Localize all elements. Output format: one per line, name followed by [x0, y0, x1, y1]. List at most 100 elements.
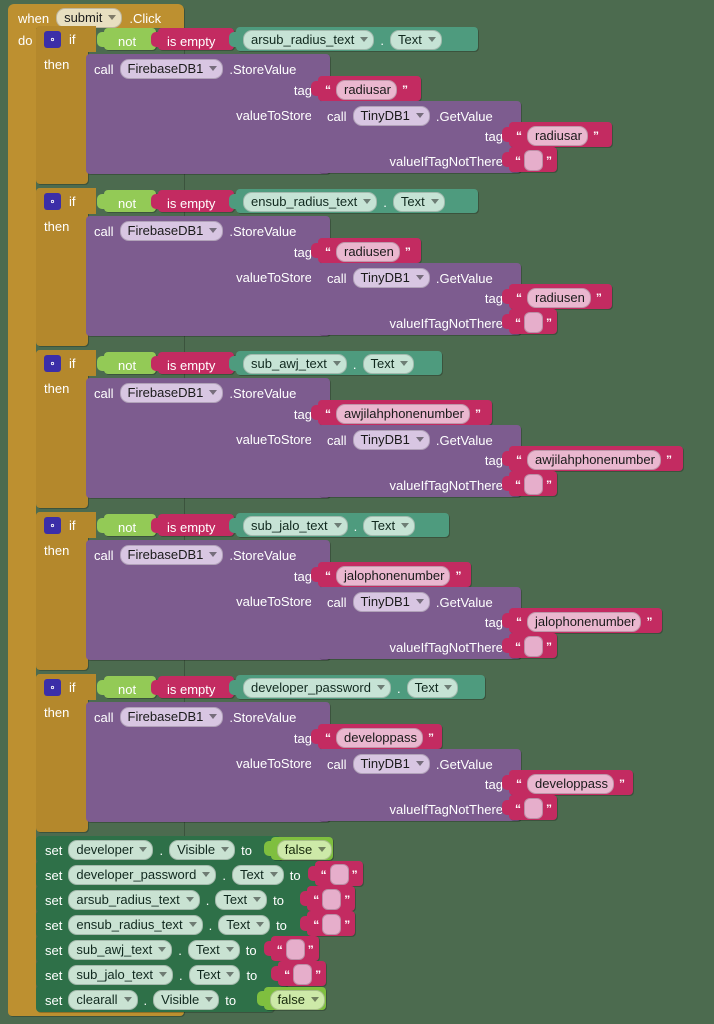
component-dropdown-1[interactable]: arsub_radius_text — [243, 30, 375, 50]
control-block-if-3[interactable] — [36, 350, 88, 508]
property-dropdown-1[interactable]: Text — [389, 30, 442, 50]
is-empty-block-3[interactable] — [151, 352, 234, 374]
gear-icon[interactable] — [44, 31, 61, 48]
value-if-tag-not-there-label-2: valueIfTagNotThere — [389, 316, 503, 331]
setter-empty-string-5[interactable] — [293, 964, 313, 985]
gear-icon[interactable] — [44, 517, 61, 534]
setter-empty-string-3[interactable] — [322, 914, 342, 935]
gear-icon[interactable] — [44, 355, 61, 372]
is-empty-block-1[interactable] — [151, 28, 234, 50]
control-block-if-4[interactable] — [36, 512, 88, 670]
setter-component-dropdown-6[interactable]: clearall — [68, 990, 138, 1010]
get-tag-value-1[interactable]: radiusar — [527, 126, 588, 146]
component-dropdown-3[interactable]: sub_awj_text — [243, 354, 347, 374]
property-dropdown-4[interactable]: Text — [363, 516, 416, 536]
tinydb-component-dropdown-1[interactable]: TinyDB1 — [352, 106, 430, 126]
store-tag-value-3[interactable]: awjilahphonenumber — [336, 404, 470, 424]
tinydb-component-dropdown-5[interactable]: TinyDB1 — [352, 754, 430, 774]
tinydb-component-dropdown-4[interactable]: TinyDB1 — [352, 592, 430, 612]
not-block-2[interactable] — [97, 190, 156, 212]
setter-component-dropdown-5[interactable]: sub_jalo_text — [68, 965, 173, 985]
setter-component-dropdown-1[interactable]: developer_password — [68, 865, 217, 885]
setter-empty-string-2[interactable] — [322, 889, 342, 910]
empty-string-value-1[interactable] — [524, 150, 543, 171]
chevron-down-icon — [310, 997, 319, 1002]
not-text-1: not — [118, 33, 136, 51]
is-empty-block-2[interactable] — [151, 190, 234, 212]
component-dropdown-2[interactable]: ensub_radius_text — [243, 192, 378, 212]
empty-string-value-2[interactable] — [524, 312, 543, 333]
store-tag-value-4[interactable]: jalophonenumber — [336, 566, 451, 586]
setter-text-row-4: “” — [277, 939, 314, 960]
firebase-component-dropdown-1[interactable]: FirebaseDB1 — [119, 59, 224, 79]
not-block-1[interactable] — [97, 28, 156, 50]
store-tag-value-2[interactable]: radiusen — [336, 242, 400, 262]
not-block-4[interactable] — [97, 514, 156, 536]
store-tag-value-5[interactable]: developpass — [336, 728, 423, 748]
get-tag-value-3[interactable]: awjilahphonenumber — [527, 450, 661, 470]
setter-property-dropdown-4[interactable]: Text — [187, 940, 240, 960]
firebase-component-dropdown-3[interactable]: FirebaseDB1 — [119, 383, 224, 403]
component-dropdown-5[interactable]: developer_password — [243, 678, 391, 698]
component-dropdown-4[interactable]: sub_jalo_text — [243, 516, 348, 536]
if-header-row-4: if — [44, 517, 76, 534]
firebase-component-dropdown-1-label: FirebaseDB1 — [127, 61, 204, 76]
gear-icon[interactable] — [44, 679, 61, 696]
chevron-down-icon — [415, 437, 424, 442]
firebase-component-dropdown-2[interactable]: FirebaseDB1 — [119, 221, 224, 241]
empty-string-value-5[interactable] — [524, 798, 543, 819]
firebase-component-dropdown-5[interactable]: FirebaseDB1 — [119, 707, 224, 727]
get-tag-value-4[interactable]: jalophonenumber — [527, 612, 642, 632]
control-block-if-2[interactable] — [36, 188, 88, 346]
setter-property-dropdown-3[interactable]: Text — [218, 915, 271, 935]
is-empty-block-5[interactable] — [151, 676, 234, 698]
property-dropdown-3[interactable]: Text — [362, 354, 415, 374]
tinydb-tag-label-wrap-2: tag — [318, 290, 503, 308]
block-plug — [300, 891, 309, 906]
open-quote-3: “ — [325, 407, 331, 421]
setter-component-dropdown-2[interactable]: arsub_radius_text — [68, 890, 200, 910]
firebase-component-dropdown-4[interactable]: FirebaseDB1 — [119, 545, 224, 565]
setter-property-dropdown-2[interactable]: Text — [215, 890, 268, 910]
setter-component-dropdown-1-label: developer_password — [76, 867, 197, 882]
block-plug — [502, 314, 510, 329]
firebase-tag-label-wrap-4: tag — [86, 568, 312, 586]
property-dropdown-5[interactable]: Text — [406, 678, 459, 698]
setter-row-5: set sub_jalo_text. Text to — [45, 965, 257, 985]
block-plug — [502, 800, 510, 815]
component-dropdown-3-label: sub_awj_text — [251, 356, 327, 371]
setter-dot-1: . — [222, 867, 226, 883]
empty-string-value-4[interactable] — [524, 636, 543, 657]
setter-dot-5: . — [178, 967, 183, 983]
not-block-5[interactable] — [97, 676, 156, 698]
tinydb-component-dropdown-3[interactable]: TinyDB1 — [352, 430, 430, 450]
property-dropdown-2[interactable]: Text — [392, 192, 445, 212]
not-block-3[interactable] — [97, 352, 156, 374]
setter-property-dropdown-4-label: Text — [195, 942, 220, 957]
logic-value-dropdown-0[interactable]: false — [276, 840, 333, 860]
call-tinydb-getvalue-block-5[interactable] — [311, 749, 521, 821]
empty-string-value-3[interactable] — [524, 474, 543, 495]
setter-property-dropdown-5[interactable]: Text — [188, 965, 241, 985]
control-block-if-5[interactable] — [36, 674, 88, 832]
setter-property-dropdown-0[interactable]: Visible — [169, 840, 236, 860]
setter-property-dropdown-3-label: Text — [226, 917, 251, 932]
get-tag-value-2[interactable]: radiusen — [527, 288, 591, 308]
setter-property-dropdown-1[interactable]: Text — [231, 865, 284, 885]
get-tag-value-5[interactable]: developpass — [527, 774, 614, 794]
setter-component-dropdown-4[interactable]: sub_awj_text — [68, 940, 173, 960]
setter-empty-string-1[interactable] — [329, 864, 349, 885]
setter-empty-string-4[interactable] — [285, 939, 305, 960]
event-component-dropdown[interactable]: submit — [56, 8, 123, 28]
setter-property-dropdown-6[interactable]: Visible — [153, 990, 220, 1010]
control-block-if-1[interactable] — [36, 26, 88, 184]
setter-component-dropdown-0[interactable]: developer — [68, 840, 154, 860]
logic-value-dropdown-6[interactable]: false — [269, 990, 325, 1010]
tinydb-component-dropdown-2[interactable]: TinyDB1 — [352, 268, 430, 288]
store-tag-value-1[interactable]: radiusar — [336, 80, 397, 100]
setter-component-dropdown-3[interactable]: ensub_radius_text — [68, 915, 203, 935]
not-label: not — [118, 34, 137, 49]
gear-icon[interactable] — [44, 193, 61, 210]
is-empty-block-4[interactable] — [151, 514, 234, 536]
